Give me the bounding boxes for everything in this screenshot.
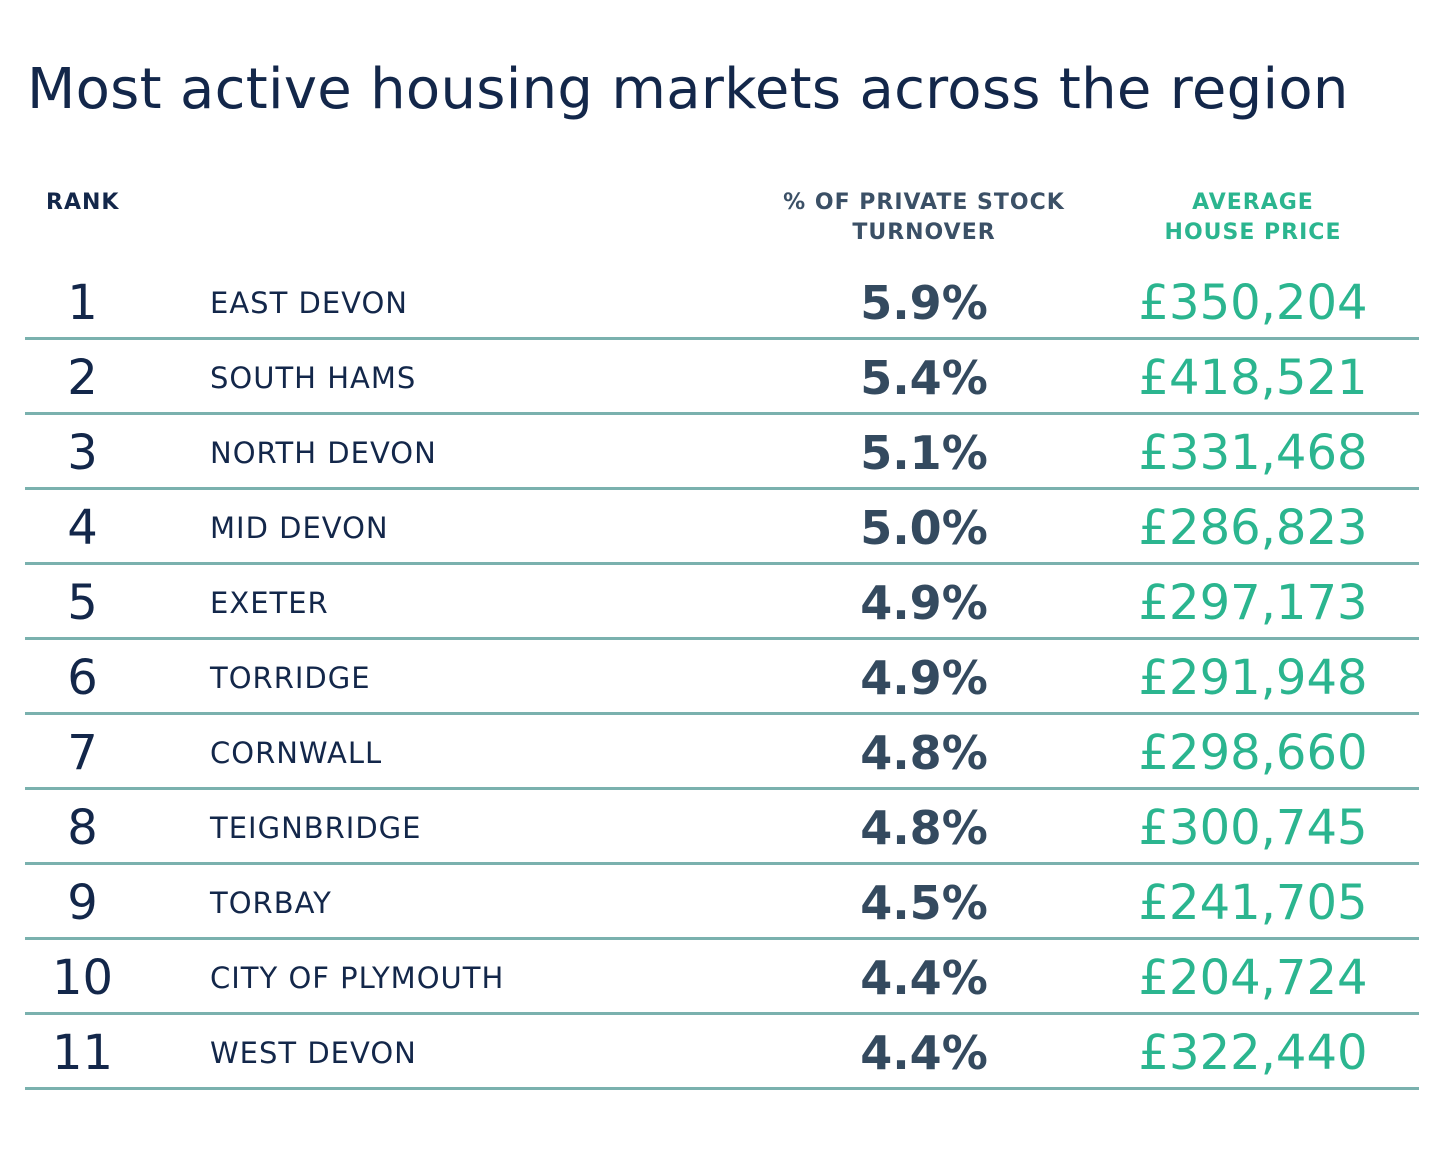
area-cell: MID DEVON [210,511,389,545]
rank-cell: 6 [67,650,98,706]
area-cell: NORTH DEVON [210,436,437,470]
table-row: 11 WEST DEVON 4.4% £322,440 [25,1015,1419,1090]
turnover-cell: 4.8% [860,801,988,855]
area-cell: TEIGNBRIDGE [210,811,422,845]
price-cell: £297,173 [1138,575,1368,631]
price-cell: £418,521 [1138,350,1368,406]
table-row: 1 EAST DEVON 5.9% £350,204 [25,265,1419,340]
table-row: 3 NORTH DEVON 5.1% £331,468 [25,415,1419,490]
rank-cell: 11 [51,1025,114,1081]
table-row: 2 SOUTH HAMS 5.4% £418,521 [25,340,1419,415]
table-row: 4 MID DEVON 5.0% £286,823 [25,490,1419,565]
price-cell: £204,724 [1138,950,1368,1006]
price-cell: £291,948 [1138,650,1368,706]
rank-cell: 5 [67,575,98,631]
rank-cell: 8 [67,800,98,856]
price-cell: £286,823 [1138,500,1368,556]
turnover-cell: 4.9% [860,576,988,630]
price-cell: £241,705 [1138,875,1368,931]
area-cell: CITY OF PLYMOUTH [210,961,505,995]
turnover-cell: 4.4% [860,951,988,1005]
turnover-cell: 4.8% [860,726,988,780]
header-turnover-line1: % OF PRIVATE STOCK [783,190,1065,215]
table-row: 6 TORRIDGE 4.9% £291,948 [25,640,1419,715]
turnover-cell: 5.9% [860,276,988,330]
rank-cell: 9 [67,875,98,931]
header-rank: RANK [46,190,120,215]
rank-cell: 10 [51,950,114,1006]
turnover-cell: 4.5% [860,876,988,930]
area-cell: TORBAY [210,886,332,920]
turnover-cell: 4.9% [860,651,988,705]
price-cell: £331,468 [1138,425,1368,481]
area-cell: EAST DEVON [210,286,409,320]
table-body: 1 EAST DEVON 5.9% £350,204 2 SOUTH HAMS 5.4% £4… [25,265,1419,1090]
rank-cell: 7 [67,725,98,781]
header-turnover: % OF PRIVATE STOCK TURNOVER [764,188,1084,248]
table-row: 8 TEIGNBRIDGE 4.8% £300,745 [25,790,1419,865]
header-price-line1: AVERAGE [1192,190,1314,215]
price-cell: £298,660 [1138,725,1368,781]
area-cell: TORRIDGE [210,661,371,695]
price-cell: £350,204 [1138,275,1368,331]
rank-cell: 4 [67,500,98,556]
area-cell: EXETER [210,586,329,620]
price-cell: £300,745 [1138,800,1368,856]
turnover-cell: 5.4% [860,351,988,405]
header-price: AVERAGE HOUSE PRICE [1098,188,1408,248]
price-cell: £322,440 [1138,1025,1368,1081]
rank-cell: 1 [67,275,98,331]
table-row: 7 CORNWALL 4.8% £298,660 [25,715,1419,790]
table-title: Most active housing markets across the r… [27,57,1349,122]
area-cell: WEST DEVON [210,1036,417,1070]
turnover-cell: 4.4% [860,1026,988,1080]
table-row: 10 CITY OF PLYMOUTH 4.4% £204,724 [25,940,1419,1015]
header-price-line2: HOUSE PRICE [1164,220,1342,245]
rank-cell: 3 [67,425,98,481]
table-row: 5 EXETER 4.9% £297,173 [25,565,1419,640]
rank-cell: 2 [67,350,98,406]
table-row: 9 TORBAY 4.5% £241,705 [25,865,1419,940]
turnover-cell: 5.1% [860,426,988,480]
area-cell: CORNWALL [210,736,383,770]
turnover-cell: 5.0% [860,501,988,555]
header-turnover-line2: TURNOVER [852,220,996,245]
area-cell: SOUTH HAMS [210,361,417,395]
